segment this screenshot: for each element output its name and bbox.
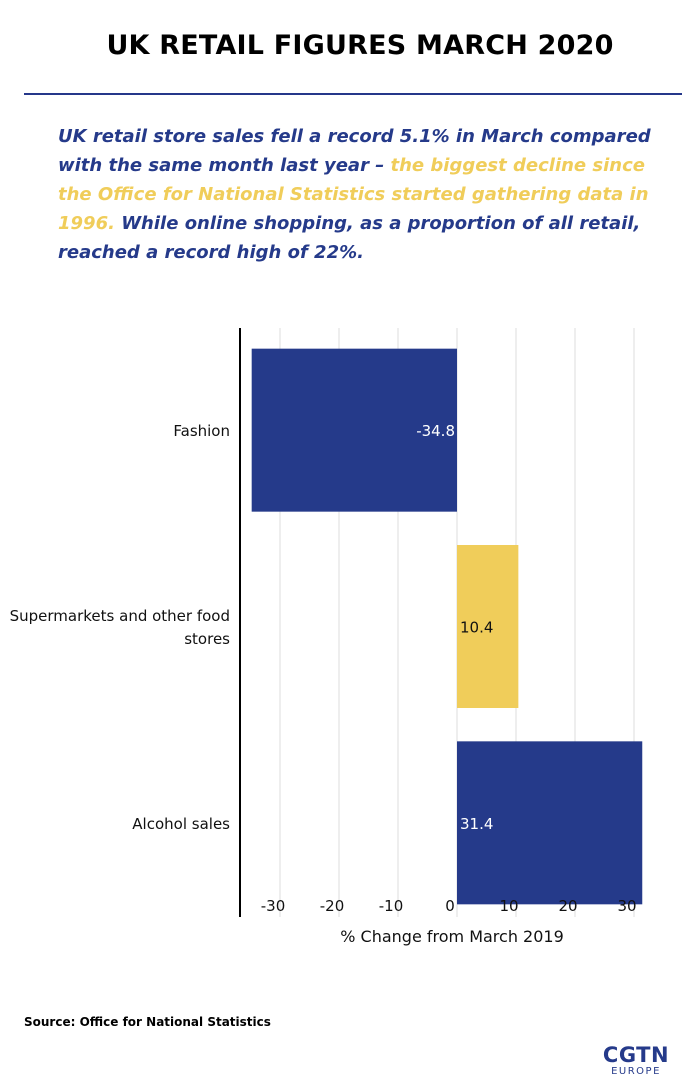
x-tick-label: -20	[320, 897, 345, 915]
title-divider	[24, 93, 682, 95]
logo-sub: EUROPE	[611, 1066, 661, 1077]
intro-part-1: UK retail store sales fell a record 5.1%…	[58, 126, 651, 176]
data-label: 31.4	[460, 815, 493, 833]
category-label: Fashion	[173, 422, 230, 440]
category-label: Supermarkets and other food	[10, 607, 230, 625]
category-label: Alcohol sales	[132, 815, 230, 833]
logo-main: CGTN	[602, 1043, 670, 1067]
bar	[251, 348, 457, 512]
intro-part-2: While online shopping, as a proportion o…	[58, 213, 641, 263]
intro-text: UK retail store sales fell a record 5.1%…	[58, 122, 658, 267]
x-tick-label: 10	[499, 897, 518, 915]
source-note: Source: Office for National Statistics	[24, 1015, 271, 1029]
category-label: stores	[184, 630, 230, 648]
cgtn-logo: CGTN EUROPE	[600, 1044, 672, 1077]
x-tick-label: 0	[445, 897, 455, 915]
page-title: UK RETAIL FIGURES MARCH 2020	[106, 30, 614, 61]
x-tick-label: 30	[617, 897, 636, 915]
bar	[457, 741, 643, 905]
x-tick-label: -30	[261, 897, 286, 915]
x-tick-label: -10	[379, 897, 404, 915]
intro-highlight: the biggest decline since the Office for…	[58, 155, 649, 234]
bar-chart: -34.8 Fashion 10.4 Supermarkets and other f…	[10, 328, 643, 946]
x-tick-label: 20	[558, 897, 577, 915]
data-label: 10.4	[460, 619, 493, 637]
data-label: -34.8	[416, 422, 455, 440]
x-axis-title: % Change from March 2019	[340, 927, 564, 946]
bar	[457, 545, 519, 708]
